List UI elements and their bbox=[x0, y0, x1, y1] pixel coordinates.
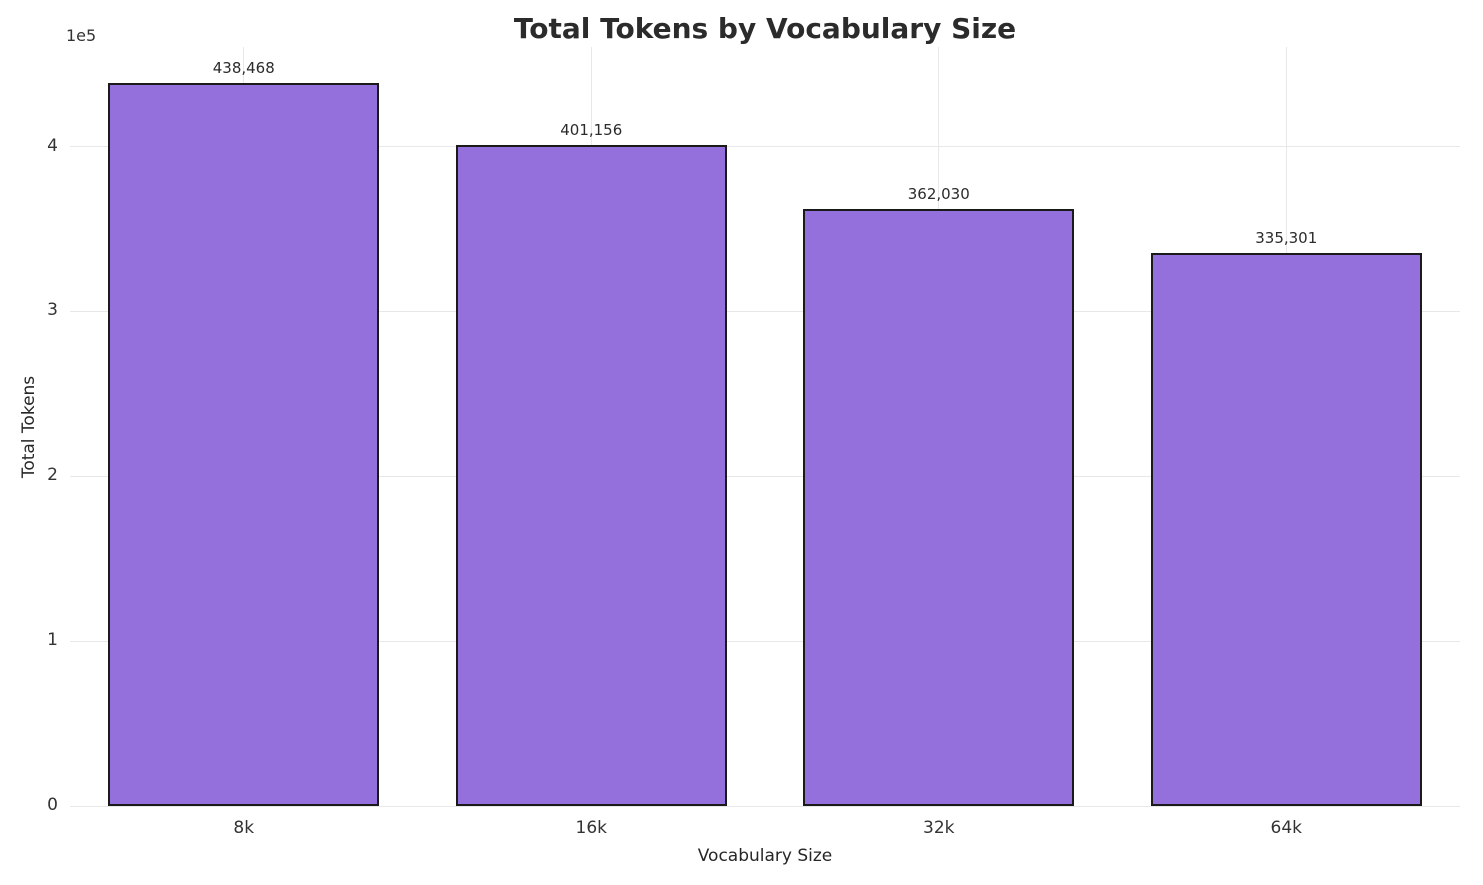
x-axis-label: Vocabulary Size bbox=[697, 846, 833, 866]
x-tick-label-16k: 16k bbox=[575, 818, 607, 838]
bar-8k bbox=[108, 83, 380, 806]
gridline-horizontal bbox=[70, 146, 1460, 148]
y-tick-label: 3 bbox=[47, 300, 58, 321]
y-tick-label: 1 bbox=[47, 630, 58, 651]
gridline-horizontal bbox=[70, 640, 1460, 642]
y-tick-label: 4 bbox=[47, 135, 58, 156]
x-tick-label-64k: 64k bbox=[1270, 818, 1302, 838]
x-tick-label-8k: 8k bbox=[233, 818, 255, 838]
y-tick-label: 0 bbox=[47, 795, 58, 815]
chart-title: Total Tokens by Vocabulary Size bbox=[513, 12, 1017, 45]
y-axis-offset-text: 1e5 bbox=[66, 26, 97, 45]
bar-32k bbox=[803, 209, 1075, 806]
bar-value-label: 401,156 bbox=[560, 120, 623, 139]
gridline-horizontal bbox=[70, 310, 1460, 312]
y-tick-label: 2 bbox=[47, 465, 58, 486]
plot-area: 438,468 401,156 362,030 335,301 bbox=[70, 47, 1460, 807]
bar-value-label: 438,468 bbox=[212, 59, 275, 78]
bar-64k bbox=[1150, 253, 1422, 806]
x-tick-label-32k: 32k bbox=[923, 818, 955, 838]
bar-value-label: 362,030 bbox=[907, 185, 970, 204]
gridline-horizontal bbox=[70, 805, 1460, 807]
gridline-horizontal bbox=[70, 475, 1460, 477]
bar-value-label: 335,301 bbox=[1255, 229, 1318, 248]
bar-16k bbox=[455, 144, 727, 806]
